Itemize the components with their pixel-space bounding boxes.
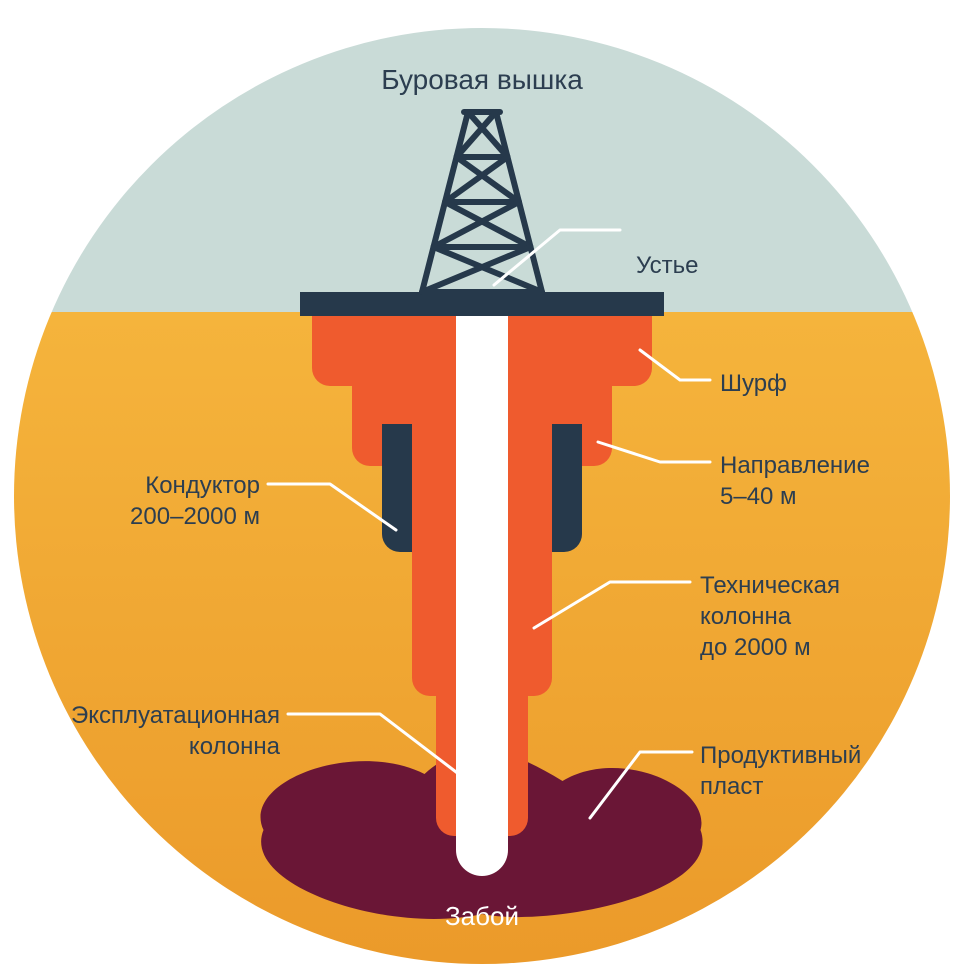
label-title: Буровая вышка (0, 62, 964, 98)
label-tech: Техническая колонна до 2000 м (700, 570, 840, 664)
label-shurf: Шурф (720, 368, 787, 399)
label-napr: Направление 5–40 м (720, 450, 870, 512)
label-zaboy: Забой (0, 900, 964, 934)
label-prod: Продуктивный пласт (700, 740, 861, 802)
label-ustie: Устье (636, 250, 698, 281)
diagram-stage: Буровая вышка Устье Шурф Направление 5–40 м… (0, 0, 964, 964)
label-kond: Кондуктор 200–2000 м (130, 470, 260, 532)
label-expl: Эксплуатационная колонна (71, 700, 280, 762)
